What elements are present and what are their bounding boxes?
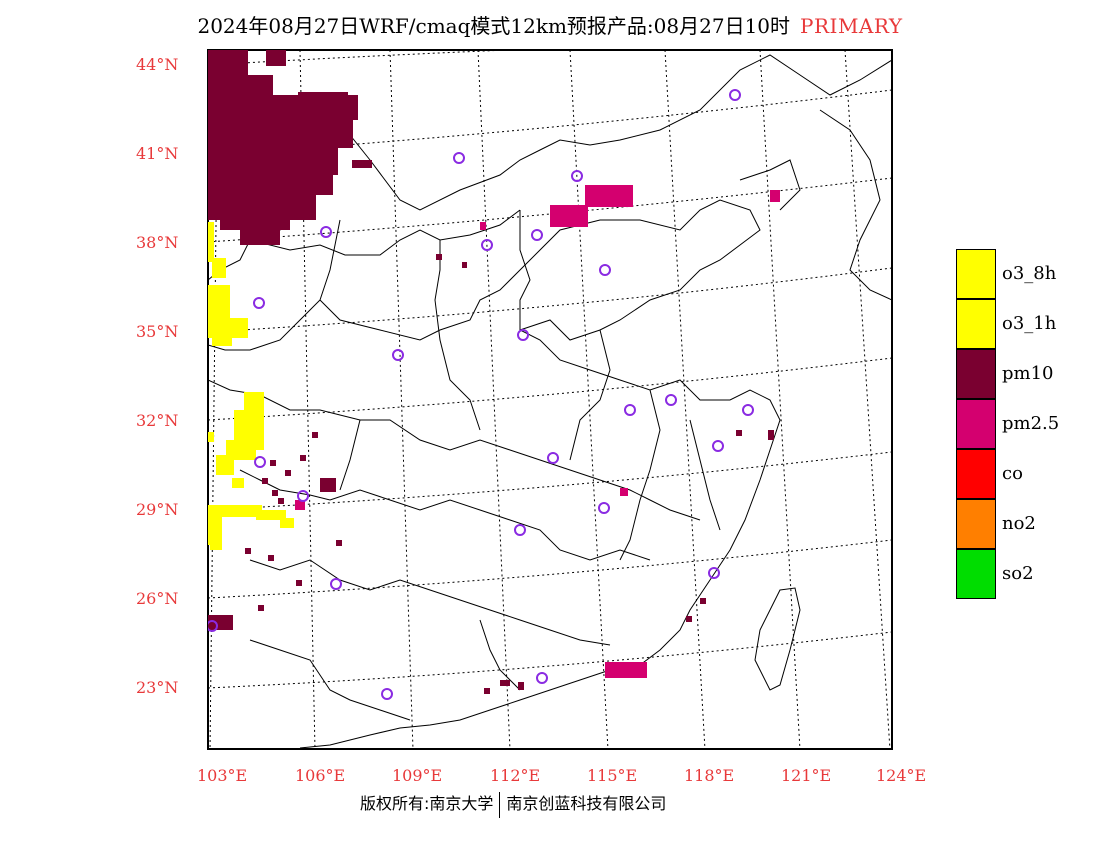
station-markers [208, 89, 754, 700]
footer-divider [499, 791, 501, 818]
legend-swatch [956, 249, 996, 299]
legend-label: no2 [1002, 513, 1036, 534]
legend-label: o3_1h [1002, 313, 1057, 334]
legend-swatch [956, 449, 996, 499]
map-title: 2024年08月27日WRF/cmaq模式12km预报产品:08月27日10时 P… [0, 10, 1100, 39]
lat-label: 44°N [136, 55, 179, 74]
lon-label: 121°E [781, 766, 832, 785]
title-text: 2024年08月27日WRF/cmaq模式12km预报产品:08月27日10时 [197, 14, 791, 38]
lat-label: 23°N [136, 678, 179, 697]
copyright-owner: 版权所有:南京大学 [360, 794, 494, 813]
legend-label: o3_8h [1002, 263, 1057, 284]
legend-label: so2 [1002, 563, 1034, 584]
lat-label: 41°N [136, 144, 179, 163]
lat-label: 32°N [136, 411, 179, 430]
primary-tag: PRIMARY [800, 14, 903, 38]
lon-label: 109°E [392, 766, 443, 785]
lon-label: 103°E [197, 766, 248, 785]
legend-swatch [956, 499, 996, 549]
legend-label: pm2.5 [1002, 413, 1060, 434]
lat-label: 29°N [136, 500, 179, 519]
copyright-company: 南京创蓝科技有限公司 [506, 794, 667, 813]
pm10-cells [245, 254, 774, 694]
legend-swatch [956, 299, 996, 349]
legend-label: pm10 [1002, 363, 1054, 384]
legend-label: co [1002, 463, 1023, 484]
o3-region [208, 222, 294, 550]
lat-label: 35°N [136, 322, 179, 341]
lat-label: 26°N [136, 589, 179, 608]
legend-swatch [956, 349, 996, 399]
pm10-region [208, 50, 372, 630]
lon-label: 106°E [295, 766, 346, 785]
copyright-footer: 版权所有:南京大学 南京创蓝科技有限公司 [360, 790, 666, 818]
legend-swatch [956, 549, 996, 599]
lon-label: 115°E [587, 766, 638, 785]
lat-label: 38°N [136, 233, 179, 252]
pm25-region [295, 185, 780, 678]
lon-label: 112°E [490, 766, 541, 785]
legend-swatch [956, 399, 996, 449]
lon-label: 124°E [876, 766, 927, 785]
lon-label: 118°E [684, 766, 735, 785]
